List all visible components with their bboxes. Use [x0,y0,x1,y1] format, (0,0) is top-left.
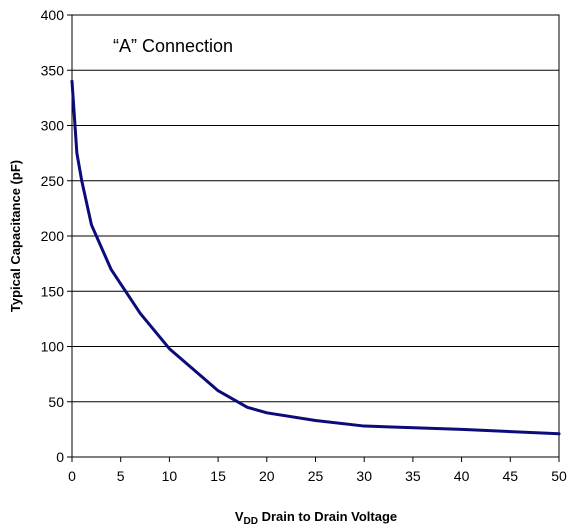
x-axis-title: VDD Drain to Drain Voltage [235,509,397,527]
y-tick-labels: 0 50 100 150 200 250 300 350 400 [41,7,65,465]
y-tick-label: 250 [41,173,65,189]
x-tick-label: 35 [405,468,421,484]
tick-marks [67,14,560,462]
y-tick-label: 200 [41,228,65,244]
y-tick-label: 150 [41,283,65,299]
x-axis-title-subscript: DD [244,516,258,527]
grid-lines [72,69,559,403]
y-tick-label: 0 [56,449,64,465]
x-tick-label: 10 [162,468,178,484]
connection-annotation: “A” Connection [113,36,233,56]
x-tick-label: 5 [117,468,125,484]
y-tick-label: 50 [48,394,64,410]
y-tick-label: 350 [41,62,65,78]
x-tick-label: 15 [210,468,226,484]
x-tick-label: 50 [551,468,567,484]
x-tick-label: 0 [68,468,76,484]
y-tick-label: 100 [41,339,65,355]
y-tick-label: 300 [41,118,65,134]
x-tick-label: 30 [356,468,372,484]
y-tick-label: 400 [41,7,65,23]
capacitance-series-line [70,79,561,436]
x-axis-title-main: V [235,509,244,524]
x-axis-title-rest: Drain to Drain Voltage [258,509,397,524]
x-tick-label: 20 [259,468,275,484]
x-tick-label: 25 [308,468,324,484]
x-tick-labels: 0 5 10 15 20 25 30 35 40 45 50 [68,468,567,484]
y-axis-title: Typical Capacitance (pF) [8,160,23,312]
x-tick-label: 45 [503,468,519,484]
x-tick-label: 40 [454,468,470,484]
